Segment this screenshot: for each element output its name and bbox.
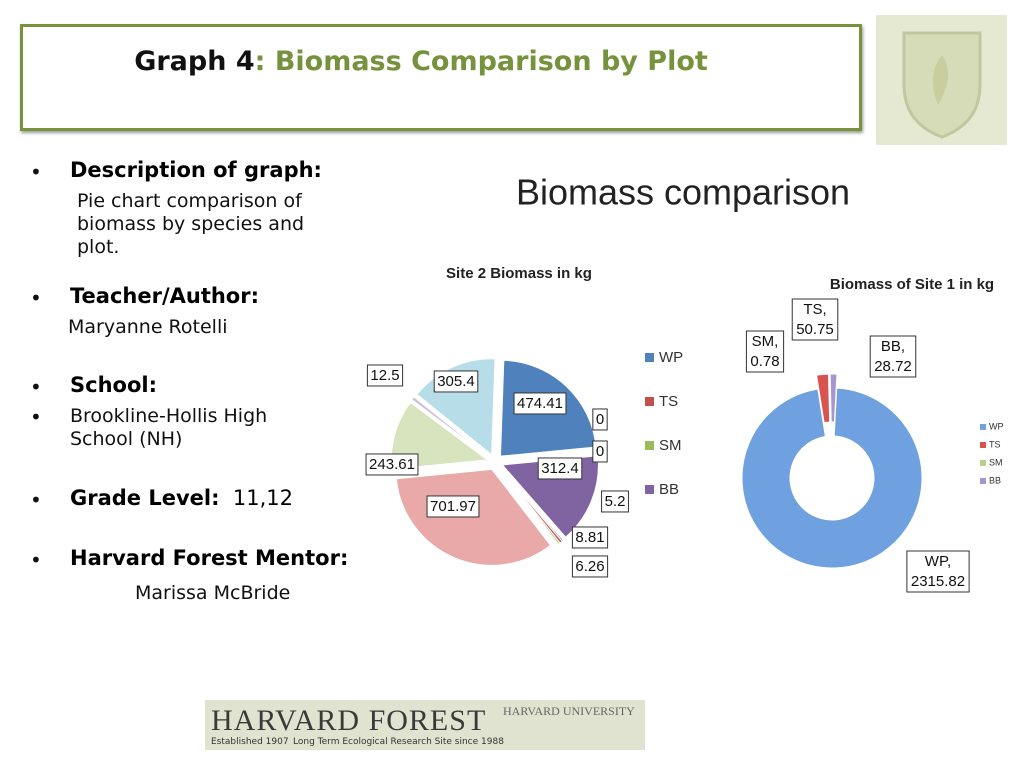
legend-swatch: [980, 424, 986, 430]
logo-university: HARVARD UNIVERSITY: [503, 704, 635, 718]
label: Description of graph:: [70, 158, 322, 182]
text: Brookline-Hollis High School (NH): [70, 405, 268, 450]
data-label: SM, 0.78: [750, 333, 779, 370]
title-rest: : Biomass Comparison by Plot: [254, 46, 708, 77]
data-label-box: [592, 440, 608, 463]
data-label: 701.97: [430, 498, 476, 515]
data-label: 312.4: [541, 460, 579, 477]
slice: [828, 373, 832, 423]
grade-line: Grade Level: 11,12: [70, 486, 293, 510]
data-label-box: [869, 335, 917, 378]
slice: [829, 373, 838, 423]
text: 11,12: [232, 486, 293, 510]
data-label-box: [601, 490, 629, 513]
text: Maryanne Rotelli: [68, 316, 228, 338]
legend-swatch: [645, 353, 654, 362]
data-label-box: [592, 408, 608, 431]
slice: [741, 387, 923, 569]
data-label-box: [571, 526, 609, 549]
text: Pie chart comparison of biomass by speci…: [77, 190, 305, 258]
data-label-box: [906, 550, 970, 593]
figure-title: Biomass comparison: [516, 172, 850, 213]
legend-label: TS: [989, 439, 1001, 449]
footer-logo: HARVARD FOREST HARVARD UNIVERSITY Establ…: [205, 700, 645, 750]
label: Grade Level:: [70, 486, 220, 510]
label: Harvard Forest Mentor:: [70, 546, 349, 570]
bullet: •: [30, 548, 42, 572]
data-label: BB, 28.72: [874, 338, 912, 375]
legend-swatch: [645, 441, 654, 450]
legend-label: BB: [659, 481, 679, 498]
legend-label: BB: [989, 475, 1001, 485]
crest: [876, 15, 1007, 145]
data-label-box: [537, 457, 583, 480]
logo-ltr: Long Term Ecological Research Site since…: [293, 737, 504, 747]
legend-swatch: [980, 442, 986, 448]
title-lead: Graph 4: [134, 46, 255, 77]
slice: [499, 467, 561, 545]
data-label: 243.61: [369, 456, 415, 473]
data-label-box: [433, 370, 479, 393]
legend-label: TS: [659, 393, 678, 410]
data-label-box: [513, 392, 567, 415]
data-label-box: [745, 330, 785, 373]
legend-swatch: [645, 397, 654, 406]
bullet: •: [30, 375, 42, 399]
logo-title: HARVARD FOREST: [211, 704, 487, 737]
chart-title: Site 2 Biomass in kg: [446, 265, 592, 282]
data-label-box: [365, 453, 419, 476]
label: School:: [70, 373, 157, 397]
data-label-box: [791, 298, 839, 341]
legend-swatch: [645, 485, 654, 494]
data-label: 0: [596, 411, 604, 428]
crest-shape: [902, 31, 982, 139]
data-label: 12.5: [370, 367, 399, 384]
legend-label: WP: [989, 421, 1004, 431]
text: Marissa McBride: [135, 582, 291, 604]
data-label-box: [571, 555, 609, 578]
legend-label: SM: [659, 437, 682, 454]
legend-label: SM: [989, 457, 1003, 467]
chart-title: Biomass of Site 1 in kg: [830, 276, 994, 293]
header-box: [20, 24, 862, 131]
legend-swatch: [980, 478, 986, 484]
bullet: •: [30, 286, 42, 310]
data-label: 8.81: [575, 529, 604, 546]
slice: [815, 373, 831, 424]
legend-label: WP: [659, 349, 683, 366]
data-label-box: [426, 495, 480, 518]
data-label: 305.4: [437, 373, 475, 390]
data-label: 0: [596, 443, 604, 460]
logo-established: Established 1907: [211, 737, 289, 747]
slice: [411, 396, 489, 458]
slide-title: Graph 4: Biomass Comparison by Plot: [0, 46, 842, 77]
data-label: WP, 2315.82: [911, 553, 965, 590]
data-label: 474.41: [517, 395, 563, 412]
data-label-box: [366, 364, 404, 387]
label: Teacher/Author:: [70, 284, 259, 308]
data-label: 5.2: [605, 493, 626, 510]
data-label: 6.26: [575, 558, 604, 575]
bullet: •: [30, 488, 42, 512]
data-label: TS, 50.75: [796, 301, 834, 338]
legend-swatch: [980, 460, 986, 466]
bullet: •: [30, 160, 42, 184]
bullet: •: [30, 405, 42, 429]
